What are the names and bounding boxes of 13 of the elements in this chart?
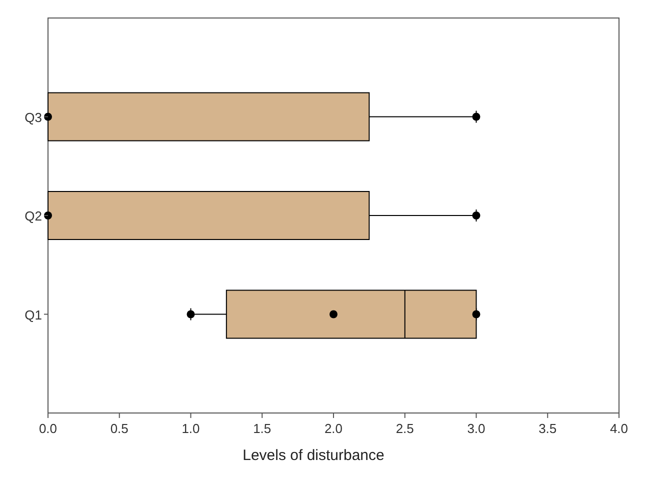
- x-tick-label: 4.0: [610, 421, 628, 436]
- x-tick-label: 1.0: [182, 421, 200, 436]
- y-tick-label: Q1: [24, 307, 42, 322]
- x-tick-label: 3.0: [467, 421, 486, 436]
- x-tick-label: 1.5: [253, 421, 272, 436]
- x-tick-label: 3.5: [538, 421, 557, 436]
- x-tick-label: 2.0: [324, 421, 343, 436]
- y-tick-label: Q2: [24, 208, 42, 224]
- x-tick-label: 2.5: [396, 421, 414, 436]
- y-tick-label: Q3: [24, 110, 42, 125]
- x-axis-title: Levels of disturbance: [242, 447, 384, 464]
- x-tick-label: 0.5: [110, 421, 128, 436]
- x-tick-label: 0.0: [38, 421, 58, 436]
